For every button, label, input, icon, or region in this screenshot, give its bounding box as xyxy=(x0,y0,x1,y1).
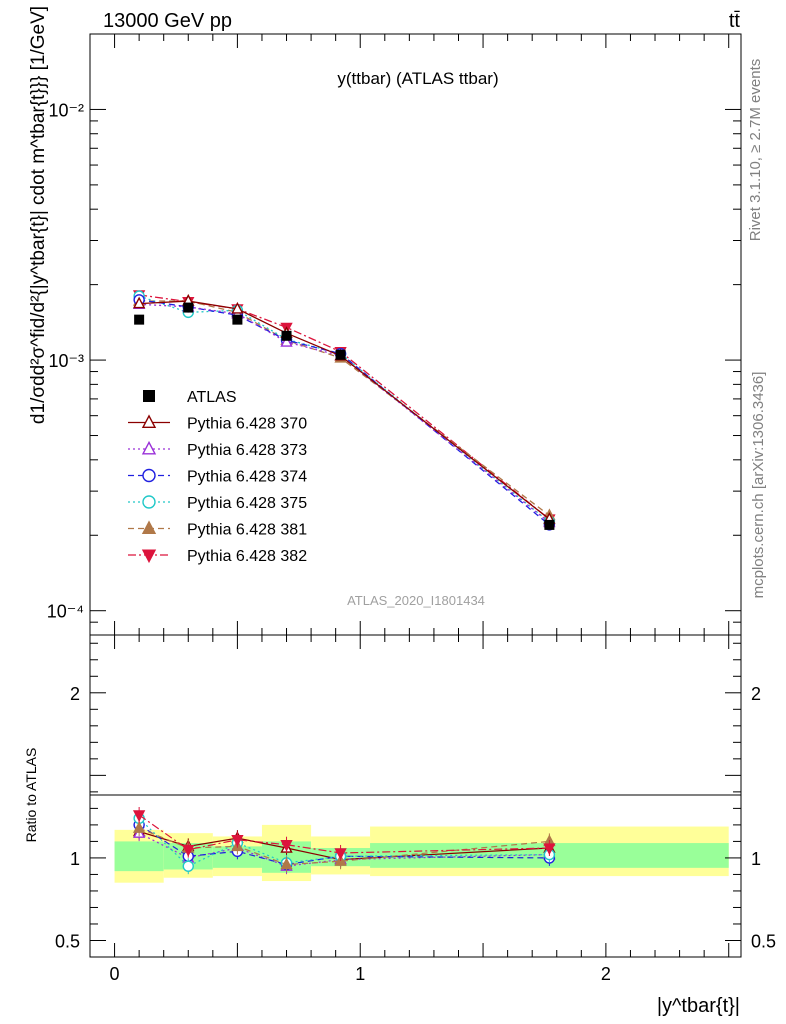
legend-label: Pythia 6.428 381 xyxy=(187,522,307,539)
rivet-label: Rivet 3.1.10, ≥ 2.7M events xyxy=(747,59,764,242)
ratio-y-tick-label-left: 1 xyxy=(70,849,80,869)
ratio-point xyxy=(543,843,556,856)
ratio-point xyxy=(231,835,244,847)
ratio-point xyxy=(334,848,347,860)
ratio-panel: 0.5 0.5 1 1 2 2 0 1 2 Ratio to ATLAS |y^tbar{t}| xyxy=(23,634,776,1017)
legend-label: Pythia 6.428 382 xyxy=(187,548,307,565)
ratio-point xyxy=(182,844,195,857)
mcplots-label: mcplots.cern.ch [arXiv:1306.3436] xyxy=(750,372,767,599)
ratio-point xyxy=(182,860,194,872)
legend-marker xyxy=(142,495,156,509)
data-point xyxy=(132,296,146,309)
series-atlas xyxy=(134,302,555,530)
series-line xyxy=(139,303,550,523)
watermark: ATLAS_2020_I1801434 xyxy=(347,593,485,608)
ratio-point xyxy=(132,810,146,822)
legend-marker xyxy=(142,468,156,483)
ratio-point xyxy=(280,857,293,870)
data-point xyxy=(544,519,555,530)
x-tick-label: 0 xyxy=(110,964,120,984)
ratio-series-pythia-6 xyxy=(132,806,556,861)
series-line xyxy=(139,300,550,520)
data-point xyxy=(134,314,145,325)
ratio-frame xyxy=(89,634,742,958)
ratio-y-tick-label-left: 2 xyxy=(70,684,80,704)
legend-item: Pythia 6.428 382 xyxy=(128,548,307,565)
legend: ATLAS Pythia 6.428 370 Pythia 6.428 373 Pyt… xyxy=(128,389,307,565)
ratio-line xyxy=(138,824,550,866)
series-line xyxy=(139,299,550,526)
ratio-line xyxy=(138,832,550,867)
legend-label: Pythia 6.428 375 xyxy=(187,495,307,512)
ratio-y-tick-label-right: 2 xyxy=(751,684,761,704)
ratio-line xyxy=(138,814,550,854)
legend-label: Pythia 6.428 370 xyxy=(187,416,307,433)
legend-item: ATLAS xyxy=(143,389,237,406)
main-frame xyxy=(89,33,742,636)
main-title: y(ttbar) (ATLAS ttbar) xyxy=(337,69,498,88)
y-tick-label: 10⁻² xyxy=(48,100,84,120)
ratio-y-tick-label-right: 0.5 xyxy=(751,931,776,951)
series-pythia-5 xyxy=(132,294,556,521)
inner-band xyxy=(114,841,164,872)
legend-item: Pythia 6.428 373 xyxy=(128,440,307,459)
legend-item: Pythia 6.428 381 xyxy=(128,520,307,539)
data-point xyxy=(335,349,346,360)
ratio-ticks: 0.5 0.5 1 1 2 2 0 1 2 xyxy=(55,635,776,984)
ratio-point xyxy=(280,840,293,852)
data-point xyxy=(280,335,293,347)
data-point xyxy=(232,314,243,325)
x-tick-label: 1 xyxy=(355,964,365,984)
legend-marker xyxy=(141,414,157,428)
legend-label: Pythia 6.428 374 xyxy=(187,469,307,486)
main-series-layer xyxy=(132,290,556,531)
ratio-y-tick-label-left: 0.5 xyxy=(55,931,80,951)
ratio-line xyxy=(138,817,550,867)
legend-marker xyxy=(141,520,157,534)
legend-item: Pythia 6.428 370 xyxy=(128,414,307,433)
series-line xyxy=(138,295,550,523)
data-point xyxy=(231,301,244,314)
series-pythia-2 xyxy=(132,297,556,528)
y-tick-label: 10⁻⁴ xyxy=(47,602,84,622)
header-right: tt̄ xyxy=(729,10,741,32)
series-pythia-4 xyxy=(133,290,556,528)
ratio-point xyxy=(132,821,146,833)
x-tick-label: 2 xyxy=(601,964,611,984)
ratio-y-label: Ratio to ATLAS xyxy=(23,748,39,843)
legend-label: ATLAS xyxy=(187,389,237,406)
data-point xyxy=(183,302,194,313)
series-pythia-6 xyxy=(132,290,556,527)
legend-item: Pythia 6.428 375 xyxy=(128,495,307,512)
legend-item: Pythia 6.428 374 xyxy=(128,469,307,486)
ratio-line xyxy=(138,827,550,866)
ratio-y-tick-label-right: 1 xyxy=(751,849,761,869)
data-point xyxy=(281,330,292,341)
legend-marker xyxy=(141,549,157,564)
legend-marker xyxy=(141,440,157,455)
y-axis-label: d1/σdd²σ^fid/d²{|y^tbar{t}| cdot m^tbar{… xyxy=(28,6,49,424)
main-ticks: 10⁻⁴ 10⁻³ 10⁻² xyxy=(47,33,741,636)
ratio-series-layer xyxy=(132,806,556,875)
main-panel: 10⁻⁴ 10⁻³ 10⁻² y(ttbar) (ATLAS ttbar) ATLA… xyxy=(28,6,742,636)
legend-marker xyxy=(143,390,155,402)
legend-label: Pythia 6.428 373 xyxy=(187,442,307,459)
series-pythia-1 xyxy=(132,294,556,524)
y-tick-label: 10⁻³ xyxy=(48,351,84,371)
header-left: 13000 GeV pp xyxy=(103,10,232,32)
x-axis-label: |y^tbar{t}| xyxy=(657,995,740,1017)
